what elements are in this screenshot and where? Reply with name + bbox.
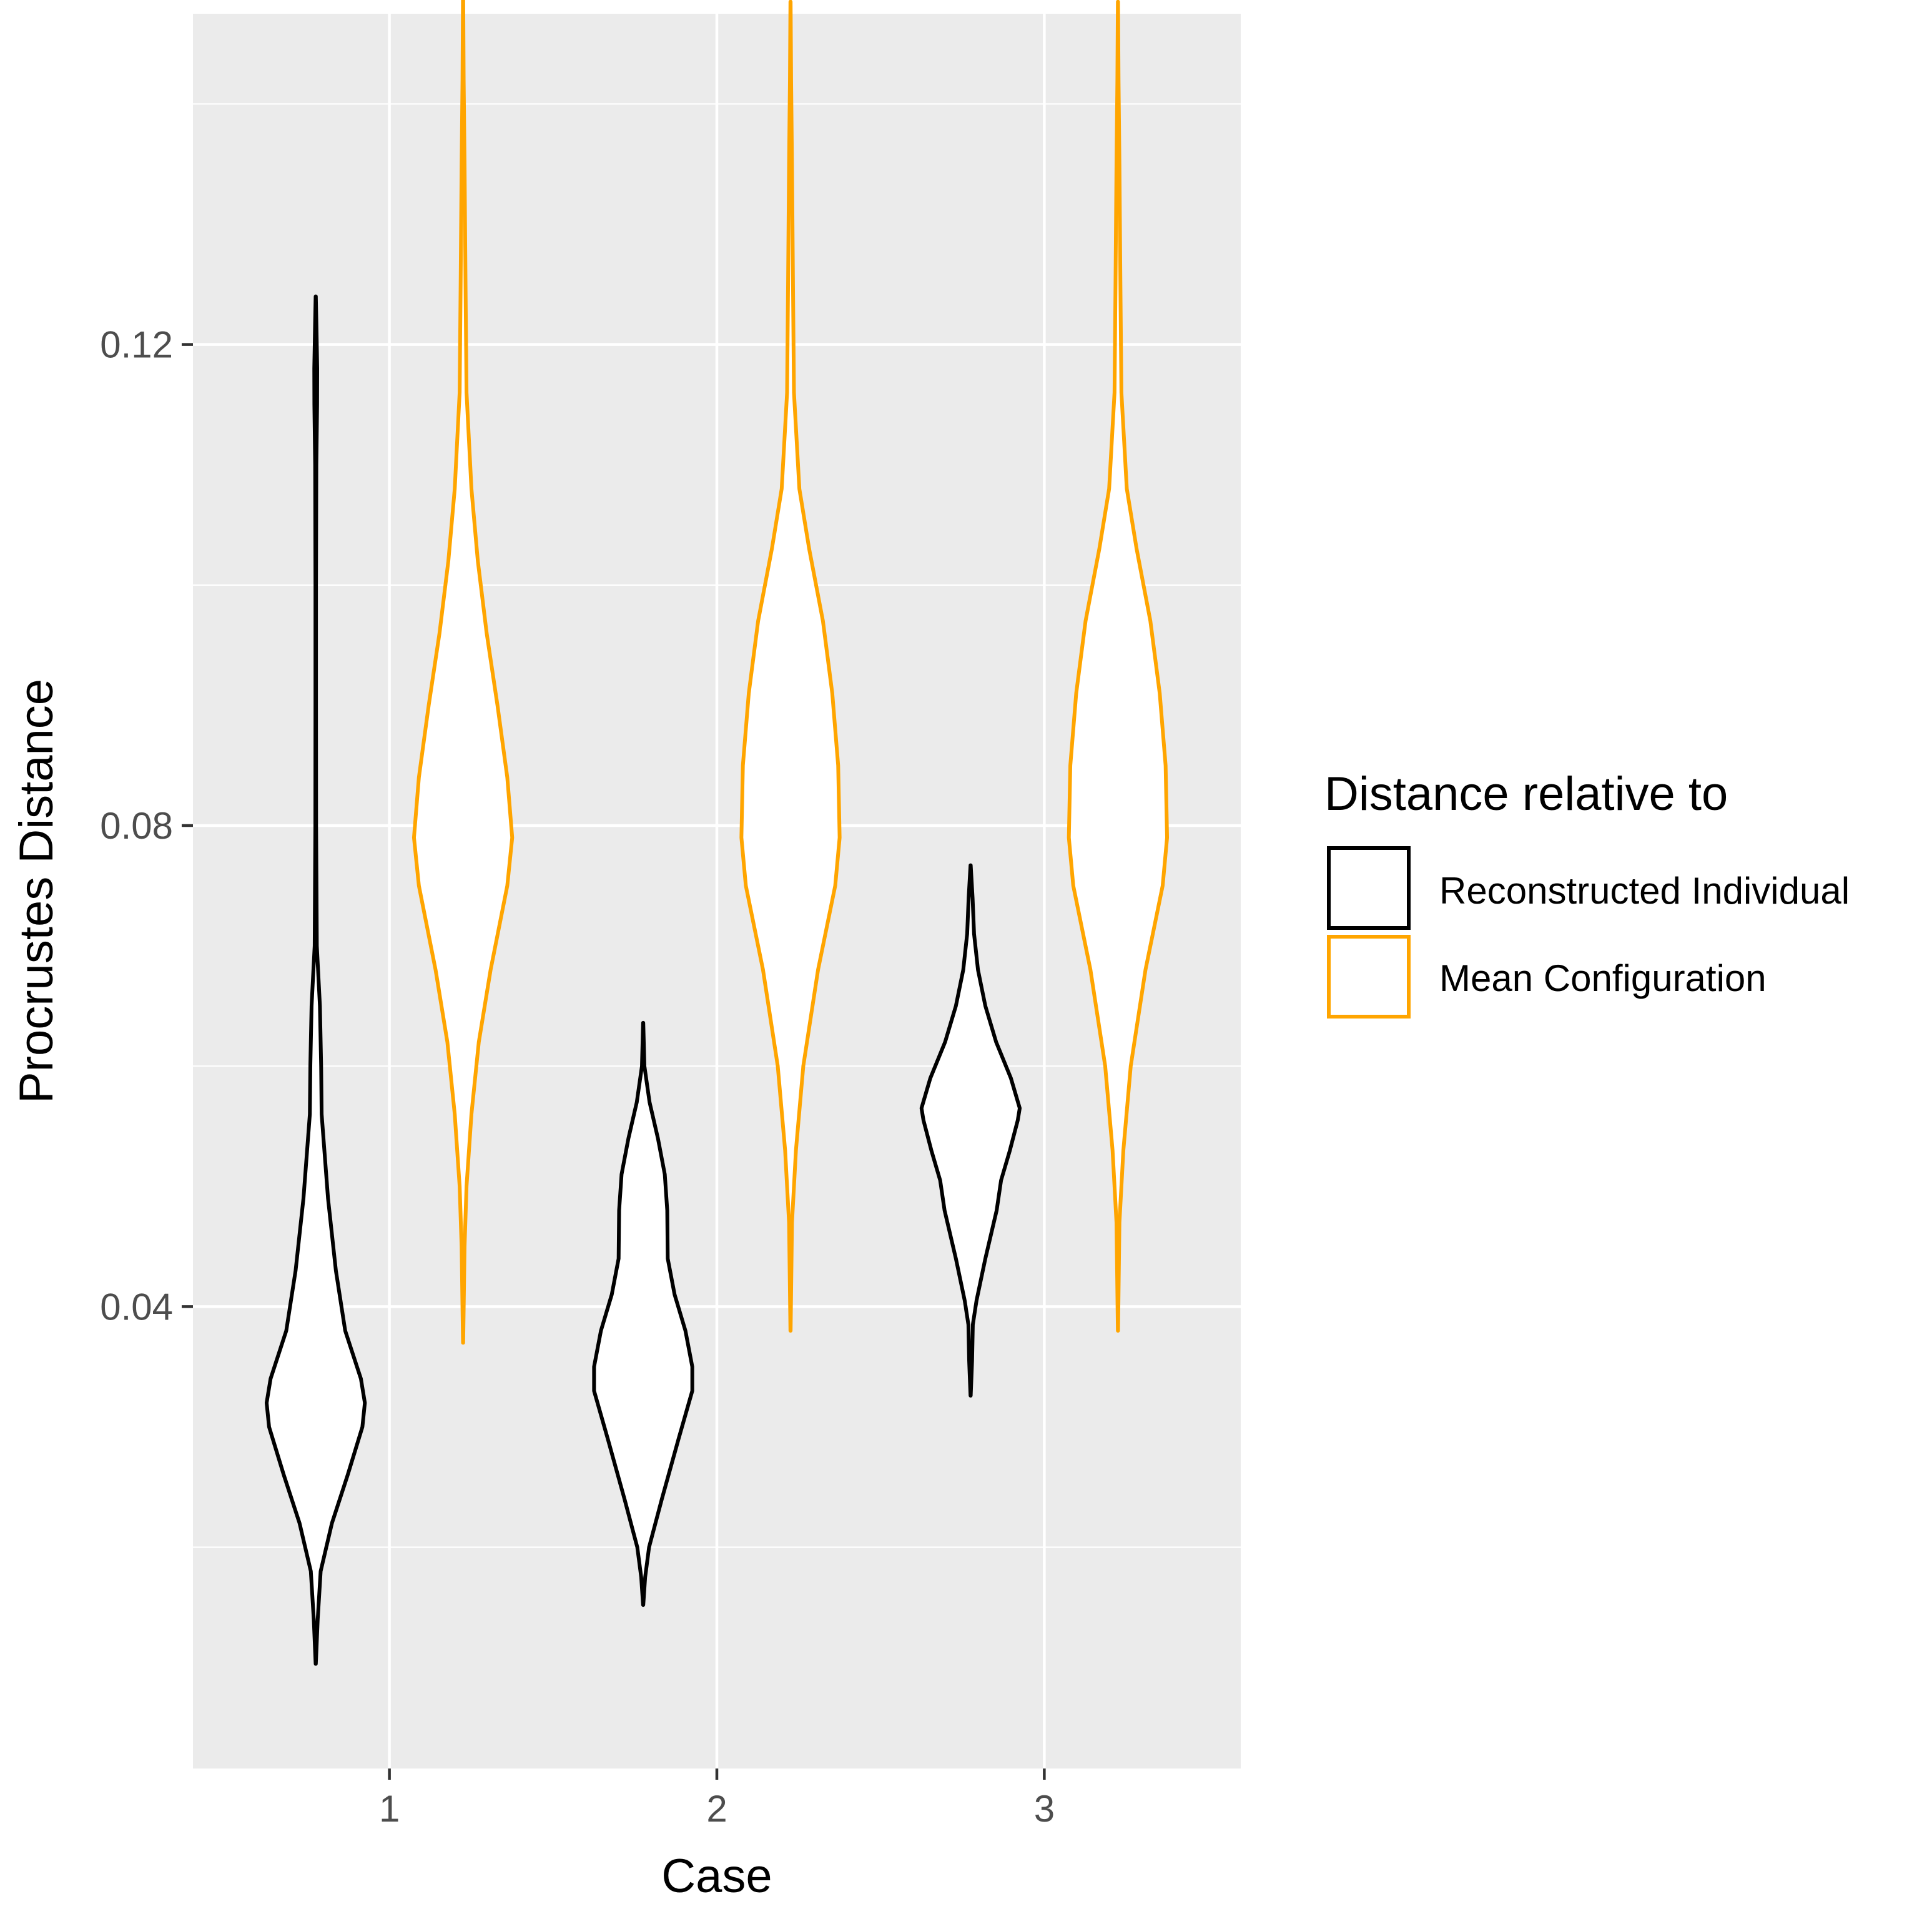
y-tick-label: 0.08	[100, 805, 173, 847]
legend: Distance relative to Reconstructed Indiv…	[1324, 767, 1850, 1019]
x-tick-label: 3	[1034, 1788, 1055, 1830]
legend-title: Distance relative to	[1324, 767, 1728, 821]
violins	[264, 0, 1170, 1666]
y-tick-label: 0.12	[100, 324, 173, 366]
x-tick-label: 2	[706, 1788, 727, 1830]
legend-entry-mean: Mean Configuration	[1327, 935, 1767, 1019]
grid-major	[193, 14, 1241, 1768]
violin-mean-case-3	[1067, 0, 1170, 1333]
legend-label-reconstructed: Reconstructed Individual	[1439, 870, 1850, 912]
x-axis: 1 2 3	[379, 1768, 1055, 1830]
y-axis: 0.04 0.08 0.12	[100, 324, 193, 1328]
x-axis-title: Case	[661, 1850, 772, 1903]
x-tick-label: 1	[379, 1788, 400, 1830]
violin-mean-case-1	[412, 0, 515, 1345]
violin-reconstructed-case-1	[264, 294, 367, 1666]
legend-label-mean: Mean Configuration	[1439, 957, 1767, 999]
y-tick-label: 0.04	[100, 1286, 173, 1328]
legend-entry-reconstructed: Reconstructed Individual	[1327, 846, 1850, 930]
violin-reconstructed-case-3	[919, 863, 1022, 1398]
legend-key-mean	[1327, 935, 1411, 1019]
violin-reconstructed-case-2	[592, 1020, 694, 1607]
violin-mean-case-2	[739, 0, 842, 1333]
y-axis-title: Procrustes Distance	[10, 679, 63, 1103]
legend-key-reconstructed	[1327, 846, 1411, 930]
